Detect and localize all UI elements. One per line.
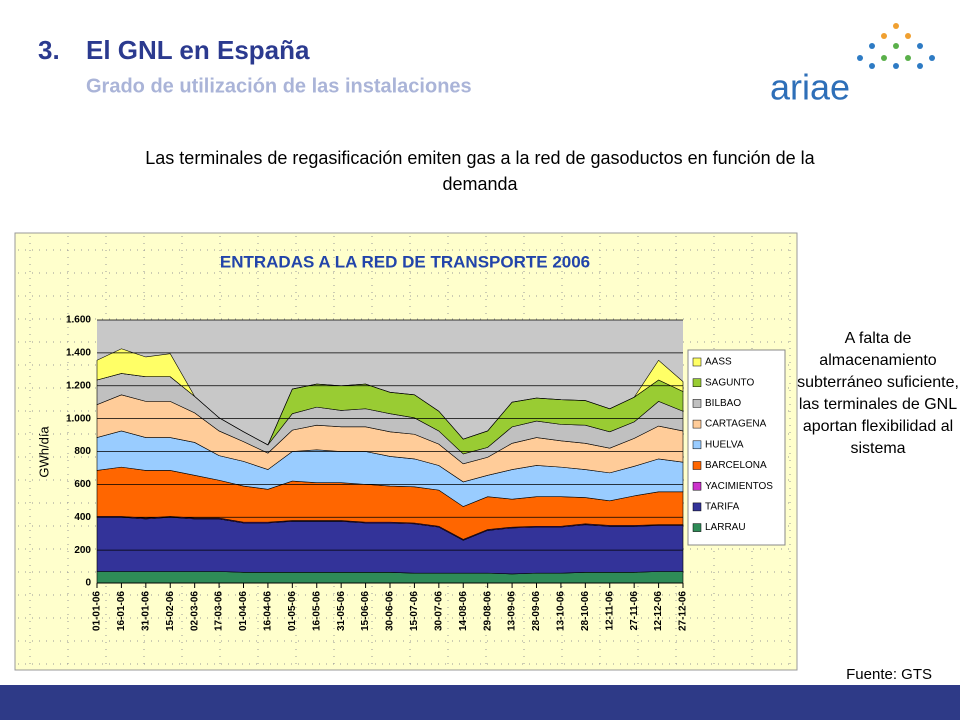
- y-tick-label: 1.600: [66, 315, 91, 326]
- x-tick-label: 31-01-06: [140, 591, 151, 631]
- x-tick-label: 30-06-06: [385, 591, 396, 631]
- x-tick-label: 17-03-06: [214, 591, 225, 631]
- slide-subtitle: Grado de utilización de las instalacione…: [86, 75, 472, 97]
- note-text: A falta de almacenamiento subterráneo su…: [797, 330, 959, 457]
- x-tick-label: 15-07-06: [409, 591, 420, 631]
- x-tick-label: 16-05-06: [311, 591, 322, 631]
- x-tick-label: 15-02-06: [165, 591, 176, 631]
- x-tick-label: 28-10-06: [580, 591, 591, 631]
- legend-swatch: [692, 461, 702, 470]
- x-tick-label: 29-08-06: [482, 591, 493, 631]
- x-tick-label: 28-09-06: [531, 591, 542, 631]
- x-tick-label: 01-05-06: [287, 591, 298, 631]
- logo-dots: [857, 23, 935, 69]
- x-tick-label: 30-07-06: [433, 591, 444, 631]
- legend-label: BARCELONA: [705, 460, 767, 471]
- area-band: [96, 348, 684, 446]
- source: Fuente: GTS: [846, 666, 932, 683]
- y-axis-label: GWh/día: [36, 426, 51, 478]
- x-tick-label: 01-04-06: [238, 591, 249, 631]
- legend-label: HUELVA: [705, 439, 744, 450]
- legend-swatch: [692, 357, 702, 367]
- legend-label: TARIFA: [705, 502, 740, 513]
- legend-swatch: [692, 440, 702, 450]
- legend-label: LARRAU: [705, 522, 746, 533]
- y-tick-label: 800: [74, 446, 91, 457]
- legend-label: AASS: [705, 357, 732, 368]
- note-box: A falta de almacenamiento subterráneo su…: [797, 330, 959, 457]
- x-tick-label: 16-01-06: [116, 591, 127, 631]
- x-tick-label: 16-04-06: [263, 591, 274, 631]
- legend-label: SAGUNTO: [705, 377, 754, 388]
- y-tick-label: 1.400: [66, 348, 91, 359]
- y-tick-label: 0: [85, 578, 91, 589]
- intro-text: Las terminales de regasificación emiten …: [145, 148, 815, 194]
- area-band: [96, 571, 684, 584]
- logo-text: ariae: [770, 67, 850, 108]
- x-tick-label: 01-01-06: [92, 591, 103, 631]
- legend-label: YACIMIENTOS: [705, 481, 773, 492]
- legend-label: BILBAO: [705, 398, 741, 409]
- x-tick-label: 15-06-06: [360, 591, 371, 631]
- x-tick-label: 13-10-06: [556, 591, 567, 631]
- legend-swatch: [692, 399, 702, 408]
- y-tick-label: 600: [74, 479, 91, 490]
- x-tick-label: 12-11-06: [604, 591, 615, 631]
- x-tick-label: 14-08-06: [458, 591, 469, 631]
- y-tick-label: 1.200: [66, 380, 91, 391]
- legend-swatch: [692, 378, 702, 387]
- slide-title: El GNL en España: [86, 35, 310, 65]
- x-tick-label: 12-12-06: [653, 591, 664, 631]
- footer-bar: [0, 685, 960, 720]
- x-tick-label: 27-12-06: [678, 591, 689, 631]
- y-tick-label: 1.000: [66, 413, 91, 424]
- x-tick-label: 02-03-06: [189, 591, 200, 631]
- slide-number: 3.: [38, 35, 60, 65]
- area-band: [96, 516, 684, 575]
- legend-label: CARTAGENA: [705, 419, 767, 430]
- intro-box: Las terminales de regasificación emiten …: [145, 148, 815, 194]
- x-tick-label: 13-09-06: [507, 591, 518, 631]
- legend-swatch: [692, 419, 702, 429]
- legend-swatch: [692, 523, 702, 532]
- y-tick-label: 400: [74, 512, 91, 523]
- x-tick-label: 27-11-06: [629, 591, 640, 631]
- y-tick-label: 200: [74, 545, 91, 556]
- legend-swatch: [692, 502, 702, 512]
- legend-box: [687, 349, 786, 546]
- x-tick-label: 31-05-06: [336, 591, 347, 631]
- chart-title: ENTRADAS A LA RED DE TRANSPORTE 2006: [220, 252, 590, 271]
- legend-swatch: [692, 481, 702, 491]
